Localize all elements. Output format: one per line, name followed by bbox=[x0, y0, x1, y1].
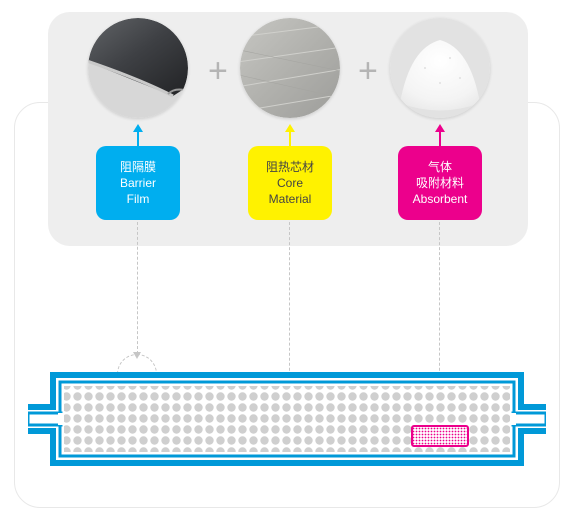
barrier-label-en-2: Film bbox=[127, 191, 150, 207]
core-label-cn: 阻热芯材 bbox=[266, 159, 314, 175]
core-material-sample bbox=[240, 18, 340, 118]
absorbent-arrow-stem bbox=[439, 129, 441, 147]
core-material-texture bbox=[240, 18, 340, 118]
cross-section-svg bbox=[28, 358, 546, 480]
absorbent-sample bbox=[390, 18, 490, 118]
barrier-label-cn: 阻隔膜 bbox=[120, 159, 156, 175]
core-label-en-2: Material bbox=[269, 191, 312, 207]
barrier-film-sample bbox=[88, 18, 188, 118]
plus-symbol-1: + bbox=[208, 52, 228, 91]
absorbent-label-cn-1: 气体 bbox=[428, 159, 452, 175]
panel-cross-section bbox=[28, 358, 546, 480]
absorbent-label-box: 气体 吸附材料 Absorbent bbox=[398, 146, 482, 220]
barrier-arrow-stem bbox=[137, 129, 139, 147]
plus-symbol-2: + bbox=[358, 52, 378, 91]
absorbent-label-en: Absorbent bbox=[413, 191, 468, 207]
barrier-connector-line bbox=[137, 222, 138, 354]
core-label-box: 阻热芯材 Core Material bbox=[248, 146, 332, 220]
barrier-label-box: 阻隔膜 Barrier Film bbox=[96, 146, 180, 220]
absorbent-texture bbox=[390, 18, 490, 118]
barrier-film-texture bbox=[88, 18, 188, 118]
core-label-en-1: Core bbox=[277, 175, 303, 191]
barrier-label-en-1: Barrier bbox=[120, 175, 156, 191]
core-arrow-stem bbox=[289, 129, 291, 147]
absorbent-label-cn-2: 吸附材料 bbox=[416, 175, 464, 191]
